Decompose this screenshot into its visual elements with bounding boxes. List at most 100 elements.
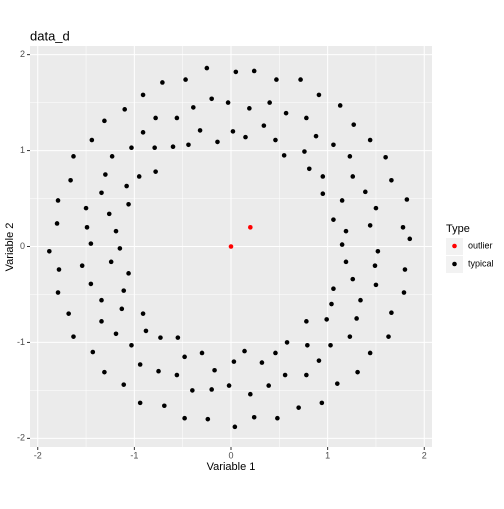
point xyxy=(140,130,146,135)
point xyxy=(247,106,252,111)
x-tick-label: 0 xyxy=(228,450,233,460)
point xyxy=(282,372,288,378)
legend-marker xyxy=(452,261,457,267)
point xyxy=(88,281,94,287)
point xyxy=(68,178,73,183)
point xyxy=(363,189,368,195)
point xyxy=(273,350,278,356)
point xyxy=(226,383,232,388)
point xyxy=(242,348,247,354)
point xyxy=(259,360,265,365)
point xyxy=(56,267,62,272)
point xyxy=(389,178,394,183)
point xyxy=(108,259,114,265)
point xyxy=(313,133,319,139)
point xyxy=(316,358,322,363)
point xyxy=(232,424,238,430)
point xyxy=(140,92,146,98)
point xyxy=(266,383,271,388)
point xyxy=(296,405,301,410)
point xyxy=(117,246,123,251)
point xyxy=(90,349,96,355)
point xyxy=(284,340,290,345)
point xyxy=(191,105,196,110)
point xyxy=(273,137,278,143)
point xyxy=(275,415,280,421)
x-tick-label: 2 xyxy=(422,450,427,460)
point xyxy=(137,400,143,406)
point xyxy=(243,134,248,140)
y-tick-label: -1 xyxy=(17,337,25,347)
point xyxy=(225,100,231,105)
point xyxy=(328,343,333,348)
point xyxy=(209,387,214,392)
point xyxy=(99,190,104,196)
point xyxy=(251,414,257,420)
point xyxy=(404,197,410,202)
point xyxy=(350,276,356,282)
point xyxy=(88,241,94,246)
point xyxy=(281,153,287,158)
point xyxy=(215,139,220,145)
point xyxy=(113,331,119,337)
point xyxy=(367,350,373,356)
point xyxy=(79,263,85,268)
y-tick-label: -2 xyxy=(17,433,25,443)
point xyxy=(228,244,234,249)
point xyxy=(199,350,205,356)
point xyxy=(319,400,325,406)
point xyxy=(71,334,76,339)
point xyxy=(320,191,326,197)
point xyxy=(84,225,90,230)
point xyxy=(129,145,134,150)
point xyxy=(375,248,381,254)
point xyxy=(182,354,187,360)
point xyxy=(329,301,334,307)
y-tick-label: 1 xyxy=(20,145,25,155)
point xyxy=(175,335,181,340)
point xyxy=(320,174,326,179)
point xyxy=(183,77,188,82)
point xyxy=(162,403,167,409)
point xyxy=(274,77,279,82)
point xyxy=(337,103,343,108)
point xyxy=(261,123,267,128)
point xyxy=(205,416,211,422)
point xyxy=(182,415,187,421)
point xyxy=(197,128,203,133)
point xyxy=(158,335,163,340)
point xyxy=(99,297,104,303)
point xyxy=(212,367,217,373)
point xyxy=(304,372,309,378)
point xyxy=(347,334,353,339)
point xyxy=(248,391,253,397)
point xyxy=(170,144,176,150)
point xyxy=(54,221,60,226)
point xyxy=(347,154,353,159)
point xyxy=(400,225,406,230)
point xyxy=(190,388,195,393)
y-tick-label: 0 xyxy=(20,241,25,251)
point xyxy=(331,217,336,222)
point xyxy=(305,343,310,348)
point xyxy=(339,198,345,203)
point xyxy=(339,242,345,247)
point xyxy=(354,316,359,321)
point xyxy=(407,236,413,242)
point xyxy=(137,362,143,367)
point xyxy=(55,198,61,203)
point xyxy=(122,107,128,112)
point xyxy=(209,96,214,102)
chart-title: data_d xyxy=(30,28,70,43)
point xyxy=(99,319,104,324)
point xyxy=(186,142,191,148)
point xyxy=(174,115,180,121)
point xyxy=(113,228,119,234)
point xyxy=(233,69,239,75)
point xyxy=(174,372,180,378)
point xyxy=(83,205,89,211)
point xyxy=(372,263,378,268)
point xyxy=(102,118,107,124)
y-tick-label: 2 xyxy=(20,49,25,59)
point xyxy=(103,172,108,177)
